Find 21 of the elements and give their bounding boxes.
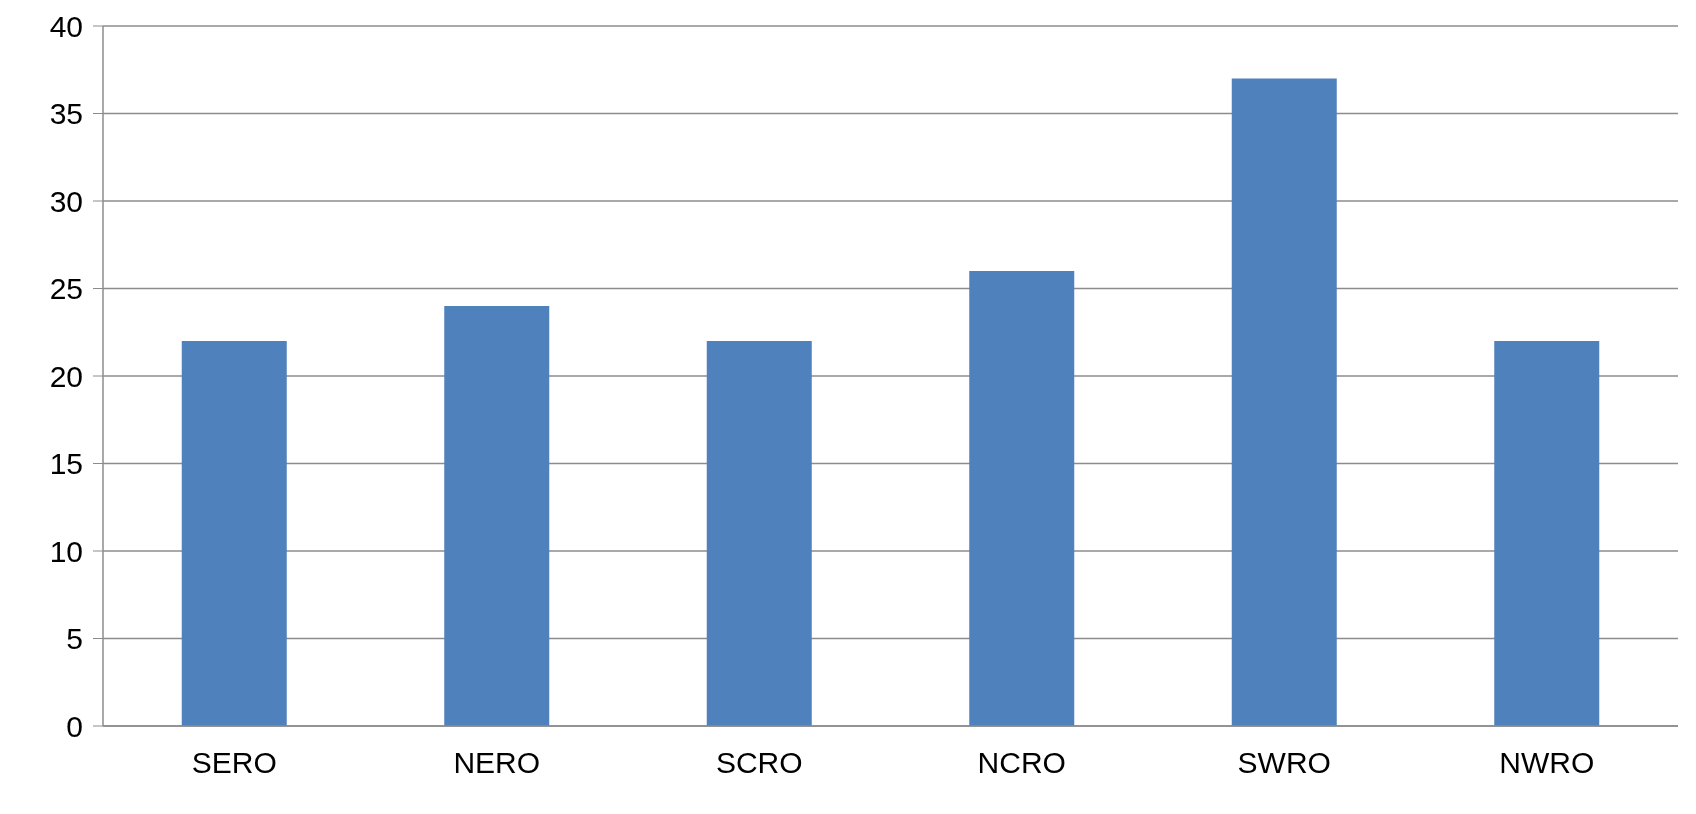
y-tick-label: 15 <box>49 447 83 481</box>
y-tick-label: 40 <box>49 9 83 43</box>
x-tick-label: NWRO <box>1499 746 1595 780</box>
y-tick-label: 25 <box>49 272 83 306</box>
y-tick-label: 20 <box>49 359 83 393</box>
y-tick-label: 5 <box>66 622 83 656</box>
x-tick-label: NERO <box>453 746 541 780</box>
y-tick-label: 10 <box>49 534 83 568</box>
bar <box>1494 341 1600 726</box>
x-tick-label: SERO <box>191 746 277 780</box>
bar <box>969 271 1075 726</box>
x-tick-label: SWRO <box>1237 746 1331 780</box>
bar <box>706 341 812 726</box>
x-tick-label: SCRO <box>715 746 803 780</box>
bar <box>444 306 550 726</box>
y-tick-label: 0 <box>66 709 83 743</box>
x-tick-label: NCRO <box>977 746 1066 780</box>
bar <box>1231 78 1337 726</box>
bar <box>181 341 287 726</box>
y-tick-label: 30 <box>49 184 83 218</box>
y-tick-label: 35 <box>49 97 83 131</box>
